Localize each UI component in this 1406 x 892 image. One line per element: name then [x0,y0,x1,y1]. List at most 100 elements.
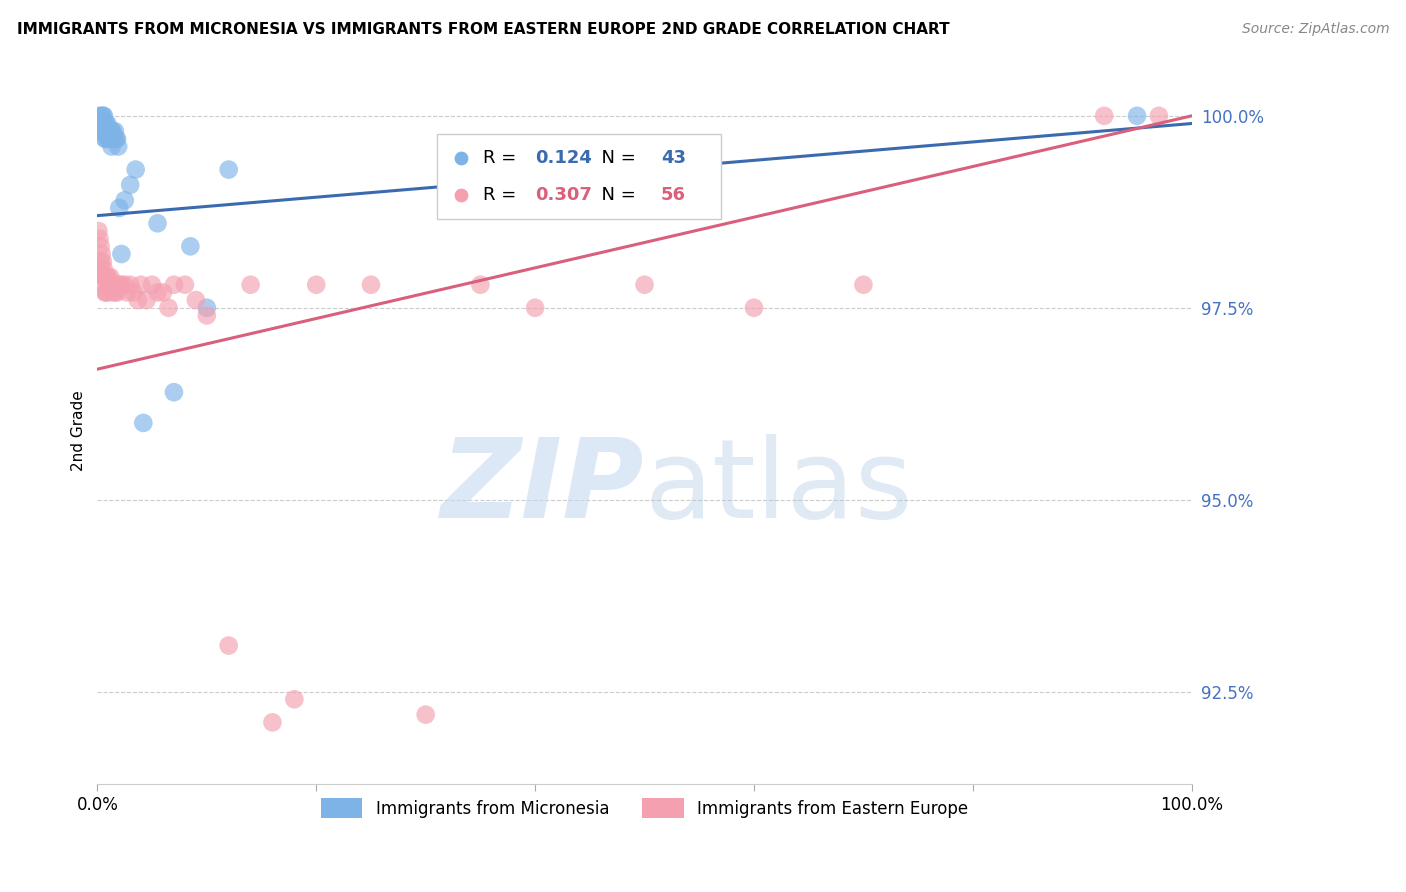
Point [98,124,121,138]
Point [96,270,118,285]
Point [110,277,132,292]
Point [218,162,240,177]
Point [101,285,124,300]
Point [195,309,218,323]
Point [90,116,112,130]
Point [114,277,136,292]
Point [100,277,122,292]
Text: R =: R = [482,186,522,204]
Point [90,116,112,130]
Point [146,216,169,230]
Point [90,239,112,253]
Point [146,285,169,300]
Point [415,707,437,722]
Point [93,124,115,138]
Point [90,109,112,123]
Text: atlas: atlas [644,434,912,541]
Point [470,277,492,292]
Point [107,139,129,153]
Point [104,124,127,138]
Point [108,201,131,215]
Point [157,301,180,315]
Point [100,132,122,146]
Text: 43: 43 [661,149,686,167]
Point [94,132,117,146]
Point [98,277,121,292]
Point [163,277,186,292]
Point [1147,109,1170,123]
Text: IMMIGRANTS FROM MICRONESIA VS IMMIGRANTS FROM EASTERN EUROPE 2ND GRADE CORRELATI: IMMIGRANTS FROM MICRONESIA VS IMMIGRANTS… [17,22,949,37]
Point [115,285,138,300]
Text: R =: R = [482,149,522,167]
Point [127,293,149,307]
Point [97,132,120,146]
Point [90,247,112,261]
Point [1092,109,1115,123]
Point [122,285,145,300]
Point [105,285,128,300]
Text: 0.307: 0.307 [536,186,592,204]
Point [120,178,142,192]
Point [91,116,114,130]
Point [141,277,163,292]
Point [129,277,152,292]
Point [195,301,218,315]
Point [91,254,114,268]
Point [93,277,115,292]
Point [87,116,110,130]
Point [89,109,111,123]
Point [108,277,131,292]
Point [742,301,765,315]
Point [94,116,117,130]
Text: N =: N = [591,149,641,167]
Point [96,116,118,130]
Point [94,270,117,285]
Text: ZIP: ZIP [441,434,644,541]
Point [97,124,120,138]
Point [93,109,115,123]
Point [163,385,186,400]
Point [110,247,132,261]
Point [124,162,146,177]
Point [90,124,112,138]
Point [135,293,157,307]
Point [105,132,128,146]
Point [852,277,875,292]
Point [218,639,240,653]
Point [120,277,142,292]
Point [360,277,382,292]
Point [262,715,284,730]
Point [239,277,262,292]
Point [94,270,117,285]
Point [91,270,114,285]
Point [97,270,120,285]
Point [94,285,117,300]
Point [90,124,112,138]
Point [98,132,121,146]
Point [100,270,122,285]
Point [100,124,122,138]
Point [87,262,110,277]
Point [103,132,125,146]
Point [524,301,547,315]
Point [104,132,127,146]
Point [174,277,197,292]
Point [101,124,124,138]
Text: 0.124: 0.124 [536,149,592,167]
Legend: Immigrants from Micronesia, Immigrants from Eastern Europe: Immigrants from Micronesia, Immigrants f… [314,791,976,825]
Point [633,277,655,292]
Point [114,194,136,208]
Point [91,109,114,123]
Point [1126,109,1149,123]
Point [152,285,174,300]
Point [283,692,305,706]
Point [179,239,201,253]
Point [305,277,328,292]
Point [132,416,155,430]
Point [94,132,117,146]
Point [89,232,111,246]
Point [90,254,112,268]
Point [103,277,125,292]
Point [94,116,117,130]
Point [93,262,115,277]
